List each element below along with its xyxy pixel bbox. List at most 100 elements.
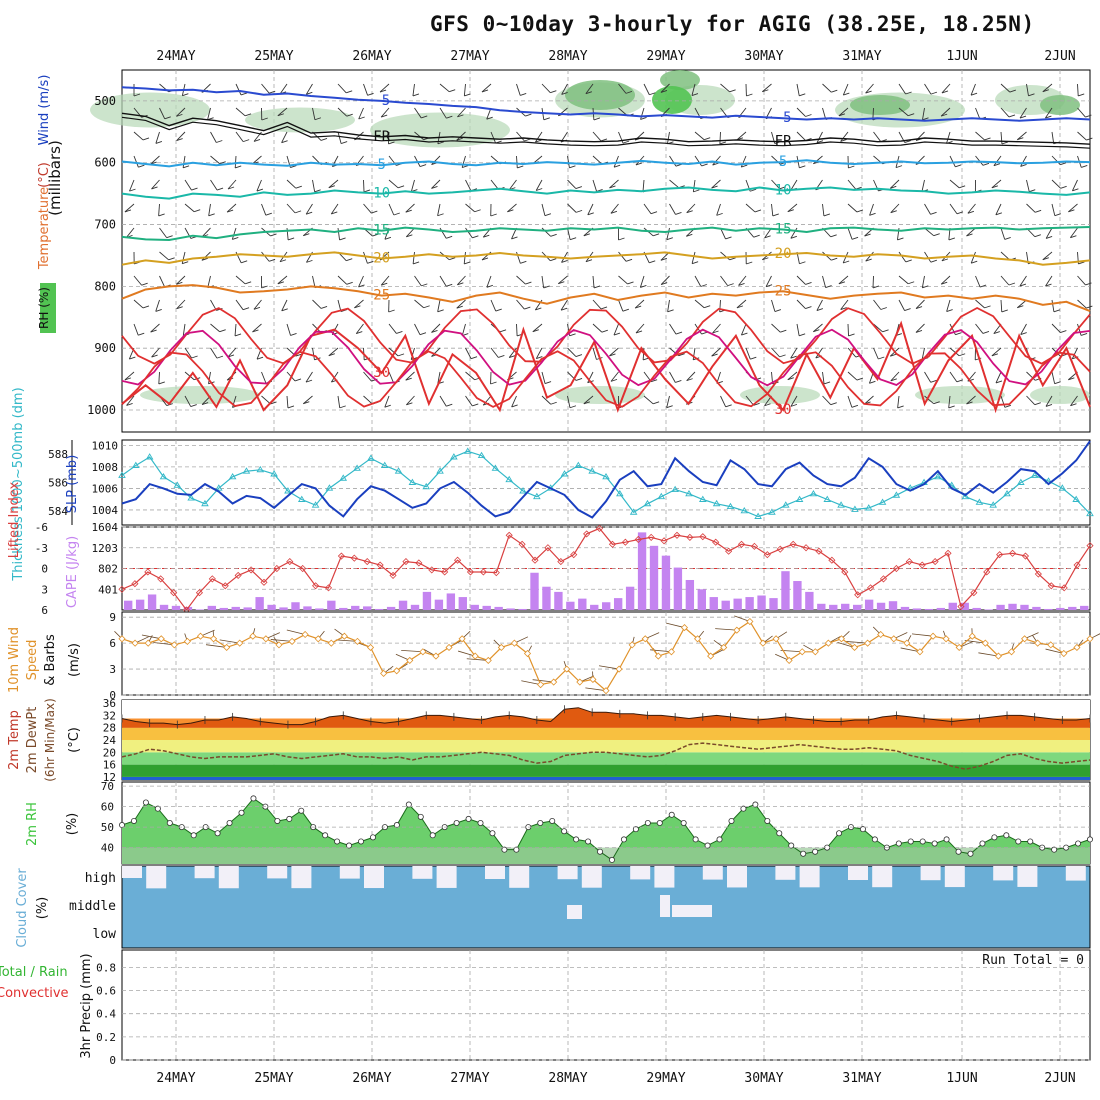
wind-barb-flag (585, 91, 593, 95)
thickness-point (436, 467, 444, 474)
wind-barb (592, 155, 603, 165)
wind-barb (124, 371, 135, 381)
wind-barb (1026, 83, 1029, 96)
wind-barb-flag (303, 401, 310, 405)
wind-barb (592, 131, 602, 142)
wind-barb (437, 371, 441, 384)
wind-barb (720, 83, 730, 93)
rh2m-point (979, 840, 986, 847)
thickness-point (311, 501, 320, 508)
rh2m-point (298, 807, 305, 814)
wind-barb (609, 179, 619, 189)
wind-barb (388, 179, 399, 189)
wind-barb-flag (507, 209, 514, 213)
thickness-point (505, 475, 513, 483)
wind-barb-flag (295, 185, 302, 189)
wind-barb-flag (1070, 235, 1077, 239)
cape-bar (900, 606, 910, 610)
wind-barb-flag (991, 353, 999, 357)
wind-barb-flag (956, 211, 964, 215)
wind-barb-flag (667, 309, 674, 313)
isotherm-label: 20 (373, 251, 390, 267)
wind-barb (1051, 299, 1055, 312)
wind-barb (463, 251, 466, 264)
thickness-point (353, 464, 361, 471)
wind-barb (948, 395, 951, 408)
wind-barb-flag (843, 260, 850, 264)
pressure-tick-label: 900 (94, 341, 116, 355)
wind-barb-flag (995, 212, 1003, 216)
cloud-gap-high (485, 866, 505, 880)
cloud-gap-high (654, 866, 675, 888)
wind-barb (226, 203, 237, 213)
wind-barb (1051, 155, 1061, 165)
wind10-point (432, 652, 440, 660)
rh2m-point (226, 820, 233, 827)
cape-bar (434, 599, 444, 610)
wind-barb-flag (158, 381, 165, 385)
wind-barb (1070, 395, 1078, 406)
wind-barb-flag (897, 237, 904, 241)
lifted-index-point (879, 575, 888, 583)
wind-barb (736, 299, 747, 309)
wind-barb (1020, 323, 1027, 335)
wind-barb (765, 275, 772, 287)
wind-barb (592, 299, 602, 310)
wind10-point (694, 635, 702, 643)
wind10-tick-label: 3 (109, 663, 116, 676)
wind-barb (465, 395, 473, 407)
wind-barb-flag (946, 309, 953, 312)
cape-bar (852, 604, 862, 610)
wind-barb-flag (358, 116, 365, 120)
cape-bar (781, 571, 790, 610)
cape-bar (912, 608, 922, 610)
wind10-barb (270, 639, 293, 642)
wind-barb-flag (1078, 93, 1085, 97)
cape-bar (972, 607, 981, 610)
wind-barb-flag (1020, 164, 1027, 167)
thickness-point (1003, 489, 1011, 497)
wind10-point (994, 652, 1002, 660)
wind-barb-flag (790, 355, 797, 359)
wind-barb-flag (1045, 115, 1052, 119)
lifted-index-point (776, 545, 784, 553)
wind-barb (686, 203, 696, 214)
temp-axis-label-4: (°C) (67, 727, 82, 753)
slp-axis-label: SLP (mb) (65, 455, 80, 514)
cape-bar (494, 606, 503, 610)
wind-barb (865, 251, 874, 262)
wind10-point (850, 643, 859, 652)
wind-barb-flag (166, 235, 173, 239)
wind-barb (618, 275, 628, 285)
wind-barb (790, 179, 798, 191)
wind-barb-flag (472, 403, 479, 407)
thickness-point (228, 472, 237, 480)
thickness-point (837, 501, 845, 508)
precip-conv-label: Convective (0, 986, 69, 1001)
thickness-point (201, 499, 209, 507)
wind-barb-flag (993, 163, 1001, 167)
wind-barb-flag (457, 114, 464, 118)
wind-barb (155, 131, 160, 144)
isotherm-label: 15 (373, 223, 390, 239)
wind10-barb (141, 634, 162, 640)
wind-barb-flag (524, 306, 531, 310)
thickness-point (754, 512, 762, 519)
wind-barb-flag (367, 260, 374, 264)
precip-run-total: Run Total = 0 (982, 953, 1084, 968)
wind-barb (975, 299, 985, 309)
wind-barb (439, 107, 447, 119)
thickness-point (588, 467, 596, 474)
lifted-index-point (363, 558, 371, 566)
cloud-gap-high (146, 866, 167, 889)
wind-barb-flag (982, 162, 990, 166)
wind-barb (305, 83, 313, 95)
wind-barb-flag (640, 117, 647, 120)
wind-barb (711, 179, 721, 189)
wind-barb (176, 107, 186, 117)
rh2m-point (549, 817, 556, 824)
wind-barb-flag (625, 258, 633, 262)
wind-barb-flag (151, 186, 158, 190)
thickness-point (768, 508, 776, 515)
wind-barb-flag (437, 141, 444, 145)
